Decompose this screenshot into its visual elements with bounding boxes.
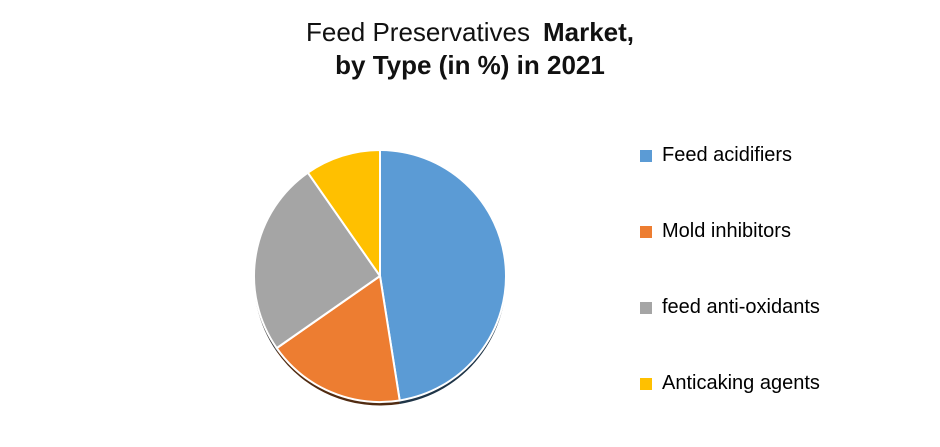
legend-label: feed anti-oxidants (662, 296, 820, 318)
legend-item-mold-inhibitors: Mold inhibitors (640, 219, 820, 244)
pie-slice-feed-acidifiers (379, 149, 507, 402)
chart-legend: Feed acidifiers Mold inhibitors feed ant… (640, 143, 820, 447)
legend-label: Feed acidifiers (662, 144, 793, 166)
legend-marker-square-icon (640, 149, 652, 162)
pie-chart (253, 149, 507, 406)
pie-slice-mold-inhibitors (275, 275, 401, 403)
pie-slice-anticaking-agents (306, 149, 381, 277)
pie-slice-feed-anti-oxidants (253, 171, 381, 350)
chart-title: Feed Preservatives Market, by Type (in %)… (0, 16, 940, 82)
legend-marker-square-icon (640, 377, 652, 390)
legend-label: Mold inhibitors (662, 220, 791, 242)
legend-item-feed-anti-oxidants: feed anti-oxidants (640, 295, 820, 320)
chart-title-line2: by Type (in %) in 2021 (335, 50, 605, 80)
legend-label: Anticaking agents (662, 372, 820, 394)
chart-title-bold-part: Market, (542, 17, 635, 47)
chart-title-regular-part: Feed Preservatives (305, 17, 530, 47)
chart-title-line1: Feed Preservatives Market, (0, 16, 940, 49)
pie-chart-area (250, 146, 510, 408)
legend-item-anticaking-agents: Anticaking agents (640, 371, 820, 396)
legend-marker-square-icon (640, 301, 652, 314)
legend-item-feed-acidifiers: Feed acidifiers (640, 143, 820, 168)
legend-marker-square-icon (640, 225, 652, 238)
